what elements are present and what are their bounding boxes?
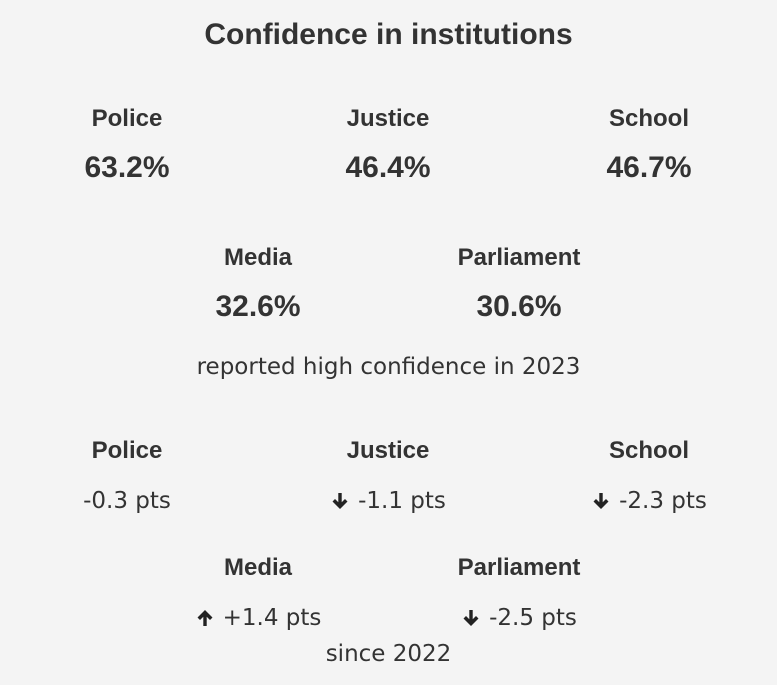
level-card-parliament: Parliament 30.6% bbox=[399, 243, 639, 325]
institution-label: Police bbox=[91, 105, 163, 132]
level-card-school: School 46.7% bbox=[529, 104, 769, 186]
down-arrow-icon bbox=[461, 608, 481, 628]
confidence-value: 46.7% bbox=[606, 151, 692, 184]
change-card-school: School -2.3 pts bbox=[529, 436, 769, 516]
change-text: -2.5 pts bbox=[489, 605, 577, 631]
level-card-justice: Justice 46.4% bbox=[268, 104, 508, 186]
institution-label: Parliament bbox=[457, 244, 581, 271]
change-text: -1.1 pts bbox=[358, 488, 446, 514]
institution-label: School bbox=[608, 105, 689, 132]
changes-note: since 2022 bbox=[325, 641, 452, 667]
change-card-parliament: Parliament -2.5 pts bbox=[399, 553, 639, 633]
institution-label: Parliament bbox=[457, 554, 581, 581]
change-value: -0.3 pts bbox=[83, 486, 171, 516]
change-card-media: Media +1.4 pts bbox=[138, 553, 378, 633]
confidence-value: 30.6% bbox=[476, 290, 562, 323]
levels-note: reported high confidence in 2023 bbox=[196, 354, 581, 380]
level-card-police: Police 63.2% bbox=[7, 104, 247, 186]
confidence-value: 46.4% bbox=[345, 151, 431, 184]
change-card-police: Police -0.3 pts bbox=[7, 436, 247, 516]
down-arrow-icon bbox=[591, 491, 611, 511]
change-text: -2.3 pts bbox=[619, 488, 707, 514]
change-text: +1.4 pts bbox=[222, 605, 322, 631]
institution-label: Media bbox=[223, 554, 292, 581]
change-value: -2.5 pts bbox=[461, 603, 577, 633]
institution-label: Media bbox=[223, 244, 292, 271]
up-arrow-icon bbox=[195, 608, 215, 628]
change-value: -1.1 pts bbox=[330, 486, 446, 516]
change-value: +1.4 pts bbox=[195, 603, 322, 633]
institution-label: School bbox=[608, 437, 689, 464]
down-arrow-icon bbox=[330, 491, 350, 511]
confidence-value: 63.2% bbox=[84, 151, 170, 184]
change-card-justice: Justice -1.1 pts bbox=[268, 436, 508, 516]
level-card-media: Media 32.6% bbox=[138, 243, 378, 325]
change-text: -0.3 pts bbox=[83, 488, 171, 514]
institution-label: Justice bbox=[346, 105, 430, 132]
page-title: Confidence in institutions bbox=[204, 18, 573, 51]
change-value: -2.3 pts bbox=[591, 486, 707, 516]
institution-label: Police bbox=[91, 437, 163, 464]
confidence-value: 32.6% bbox=[215, 290, 301, 323]
institution-label: Justice bbox=[346, 437, 430, 464]
